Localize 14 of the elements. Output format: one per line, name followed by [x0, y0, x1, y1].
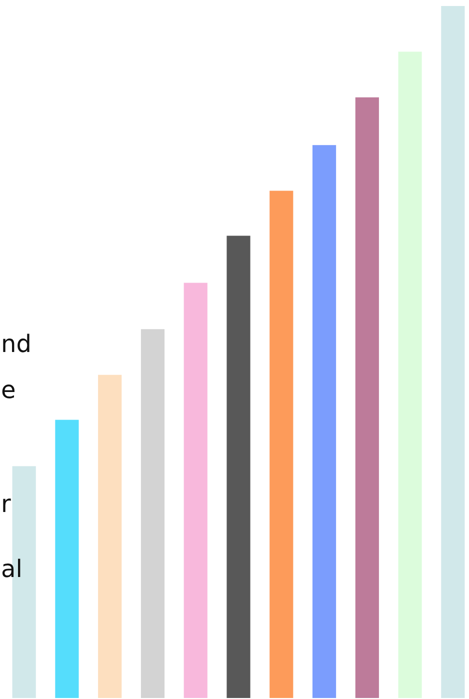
bar — [226, 236, 250, 698]
bar — [270, 190, 294, 698]
annotation: nd — [1, 330, 32, 358]
bar — [98, 374, 122, 698]
bar — [184, 282, 208, 698]
bar — [312, 145, 336, 698]
annotation: r — [1, 490, 11, 518]
annotation: e — [1, 376, 16, 404]
bar — [140, 329, 165, 698]
bar — [355, 97, 379, 698]
annotation: al — [1, 555, 22, 583]
bar — [441, 6, 465, 698]
bar — [398, 52, 422, 698]
bar — [55, 420, 79, 698]
